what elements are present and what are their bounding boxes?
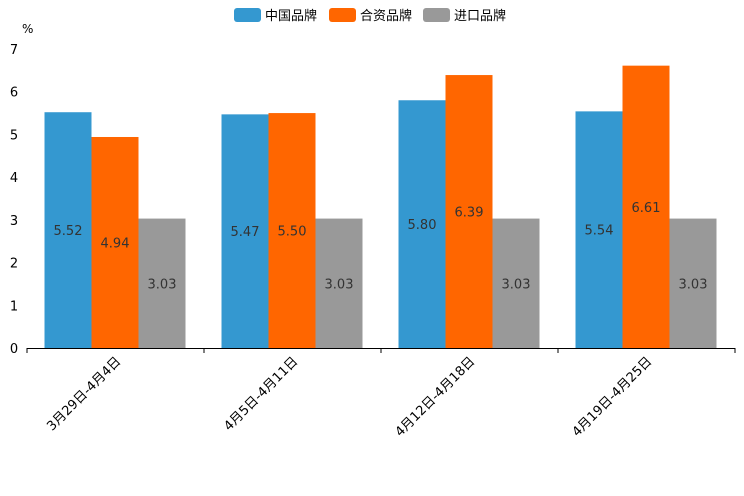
x-category-label: 3月29日-4月4日 bbox=[44, 354, 124, 434]
legend-swatch bbox=[234, 8, 261, 22]
bar-joint-venture-brand bbox=[445, 75, 493, 348]
legend-swatch bbox=[329, 8, 356, 22]
bar-joint-venture-brand bbox=[268, 113, 316, 348]
data-label: 6.61 bbox=[632, 201, 661, 216]
y-tick-label: 7 bbox=[10, 43, 18, 58]
data-label: 5.52 bbox=[54, 224, 83, 239]
y-tick-label: 3 bbox=[10, 214, 18, 229]
data-label: 3.03 bbox=[679, 277, 708, 292]
bar-joint-venture-brand bbox=[622, 65, 670, 348]
data-label: 3.03 bbox=[148, 277, 177, 292]
data-label: 3.03 bbox=[325, 277, 354, 292]
bar-china-brand bbox=[575, 111, 623, 348]
bars: 5.52 4.94 3.03 5.47 5.50 3.03 5.80 6.39 3.03 5.54… bbox=[44, 65, 717, 349]
x-axis: 3月29日-4月4日 4月5日-4月11日 4月12日-4月18日 4月19日-4月2… bbox=[26, 348, 736, 440]
y-tick-label: 2 bbox=[10, 257, 18, 272]
bar-imported-brand bbox=[669, 218, 717, 348]
legend-label: 进口品牌 bbox=[454, 8, 506, 24]
y-tick-label: 4 bbox=[10, 171, 18, 186]
y-tick-label: 1 bbox=[10, 299, 18, 314]
y-tick-label: 5 bbox=[10, 128, 18, 143]
x-category-label: 4月19日-4月25日 bbox=[570, 354, 656, 440]
bar-china-brand bbox=[398, 100, 446, 348]
legend-label: 合资品牌 bbox=[360, 8, 412, 24]
bar-china-brand bbox=[221, 114, 269, 348]
y-tick-label: 6 bbox=[10, 86, 18, 101]
data-label: 6.39 bbox=[455, 206, 484, 221]
data-label: 5.50 bbox=[278, 225, 307, 240]
data-label: 5.47 bbox=[231, 225, 260, 240]
bar-imported-brand bbox=[492, 218, 540, 348]
data-label: 3.03 bbox=[502, 277, 531, 292]
y-axis: 0 1 2 3 4 5 6 7 bbox=[10, 43, 18, 357]
bar-imported-brand bbox=[138, 218, 186, 348]
legend: 中国品牌 合资品牌 进口品牌 bbox=[234, 8, 506, 24]
bar-china-brand bbox=[44, 112, 92, 349]
bar-imported-brand bbox=[315, 218, 363, 348]
data-label: 5.54 bbox=[585, 224, 614, 239]
x-category-label: 4月5日-4月11日 bbox=[221, 354, 301, 434]
data-label: 4.94 bbox=[101, 236, 130, 251]
bar-joint-venture-brand bbox=[91, 136, 139, 348]
y-tick-label: 0 bbox=[10, 342, 18, 357]
legend-label: 中国品牌 bbox=[265, 8, 317, 24]
x-category-label: 4月12日-4月18日 bbox=[393, 354, 479, 440]
data-label: 5.80 bbox=[408, 218, 437, 233]
y-axis-unit-label: % bbox=[22, 22, 33, 36]
legend-swatch bbox=[423, 8, 450, 22]
